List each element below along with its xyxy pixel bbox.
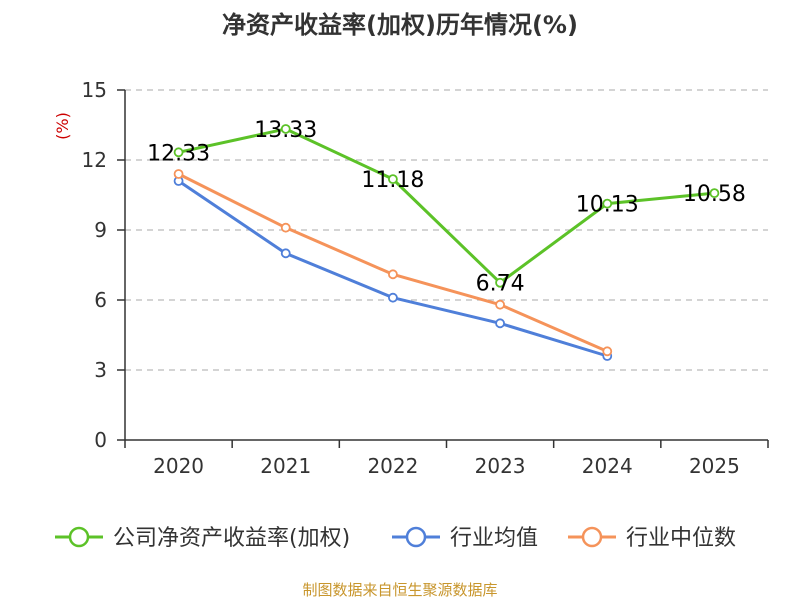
chart-title: 净资产收益率(加权)历年情况(%) xyxy=(222,11,578,39)
y-tick-label: 6 xyxy=(94,288,107,312)
source-note: 制图数据来自恒生聚源数据库 xyxy=(302,581,497,599)
data-point xyxy=(280,222,291,233)
y-axis-unit-label: (%) xyxy=(53,112,72,140)
series-line xyxy=(178,127,715,285)
legend-marker xyxy=(405,526,427,548)
data-point xyxy=(602,346,613,357)
y-tick-label: 12 xyxy=(82,148,107,172)
data-point xyxy=(173,169,184,179)
data-point xyxy=(495,318,505,329)
y-tick-label: 0 xyxy=(94,428,107,452)
data-point xyxy=(388,174,398,185)
data-point xyxy=(495,299,505,310)
x-tick-label: 2022 xyxy=(367,454,418,478)
data-point xyxy=(388,269,398,280)
data-point xyxy=(709,188,720,199)
y-tick-label: 3 xyxy=(94,358,107,382)
legend: 公司净资产收益率(加权) 行业均值 行业中位数 xyxy=(55,526,736,551)
axes: 0 3 6 9 12 15 2020 2021 2022 2023 2024 2025 xyxy=(82,78,769,478)
legend-label: 公司净资产收益率(加权) xyxy=(113,526,350,551)
data-label: 6.74 xyxy=(476,272,525,297)
x-tick-label: 2023 xyxy=(475,454,526,478)
legend-marker xyxy=(581,526,603,548)
x-tick-label: 2025 xyxy=(689,454,740,478)
data-label: 12.33 xyxy=(147,141,210,166)
series-lines xyxy=(173,124,720,361)
data-point xyxy=(173,147,184,158)
legend-label: 行业均值 xyxy=(450,526,538,551)
data-label: 11.18 xyxy=(361,168,424,193)
series-line xyxy=(177,172,608,353)
data-point xyxy=(495,277,505,288)
data-label: 10.58 xyxy=(683,182,746,207)
y-tick-label: 9 xyxy=(94,218,107,242)
data-point xyxy=(280,124,291,134)
y-tick-label: 15 xyxy=(82,78,107,102)
data-labels: 12.33 13.33 11.18 6.74 10.13 10.58 xyxy=(147,118,746,297)
legend-label: 行业中位数 xyxy=(626,526,736,551)
x-tick-label: 2021 xyxy=(260,454,311,478)
data-label: 13.33 xyxy=(254,118,317,143)
legend-marker xyxy=(68,526,90,548)
data-label: 10.13 xyxy=(576,193,639,218)
data-point xyxy=(280,248,291,259)
data-point xyxy=(602,198,613,209)
x-tick-label: 2024 xyxy=(582,454,633,478)
x-tick-label: 2020 xyxy=(153,454,204,478)
data-point xyxy=(388,292,398,303)
